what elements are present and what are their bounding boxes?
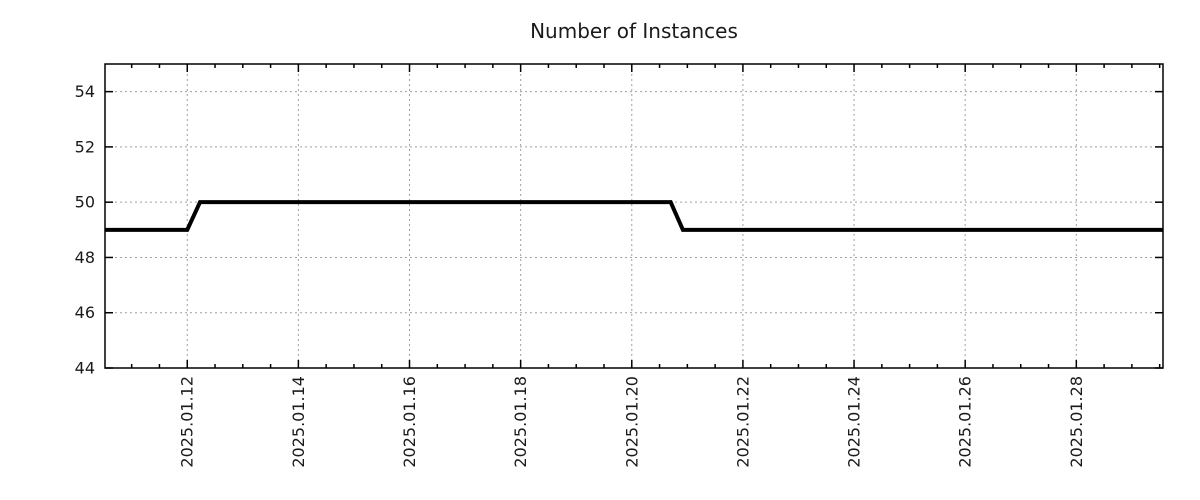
y-tick-label: 54 — [75, 82, 95, 101]
x-tick-label: 2025.01.24 — [845, 376, 864, 468]
x-tick-label: 2025.01.22 — [733, 376, 752, 468]
axis-tick-marks — [105, 64, 1163, 369]
x-tick-label: 2025.01.12 — [178, 376, 197, 468]
x-tick-label: 2025.01.20 — [622, 376, 641, 468]
data-series — [105, 200, 1163, 232]
x-tick-label: 2025.01.16 — [400, 376, 419, 468]
y-tick-label: 50 — [75, 193, 95, 212]
chart-title: Number of Instances — [530, 19, 738, 43]
x-tick-label: 2025.01.26 — [956, 376, 975, 468]
x-tick-label: 2025.01.14 — [289, 376, 308, 468]
axis-tick-labels: 44 46 48 50 52 54 2025.01.12 2025.01.14 2025.01.… — [75, 82, 1086, 467]
y-tick-label: 48 — [75, 248, 95, 267]
y-tick-label: 46 — [75, 303, 95, 322]
gridlines — [105, 64, 1163, 368]
plot-border — [104, 63, 1164, 369]
y-tick-label: 52 — [75, 137, 95, 156]
x-tick-label: 2025.01.28 — [1067, 376, 1086, 468]
series-line-instances — [105, 200, 1163, 232]
y-tick-label: 44 — [75, 359, 95, 378]
x-tick-label: 2025.01.18 — [511, 376, 530, 468]
